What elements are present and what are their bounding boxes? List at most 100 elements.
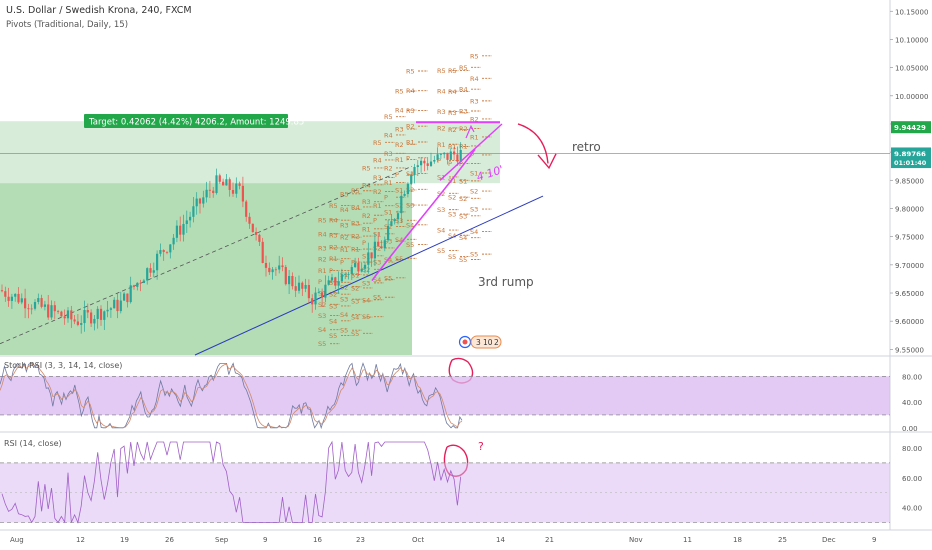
candle-body (179, 225, 182, 235)
candle-body (139, 282, 142, 284)
position-target-badge[interactable] (84, 114, 288, 128)
pivot-level-label: S5 (470, 251, 478, 259)
event-badges[interactable]: 3 10 2 (458, 335, 502, 349)
candle-body (17, 293, 20, 303)
stoch-rsi-legend[interactable]: Stoch RSI (3, 3, 14, 14, close) (4, 361, 122, 370)
magenta-curve-up (371, 148, 476, 282)
candle-body (182, 223, 185, 235)
candle-body (284, 267, 287, 285)
pivot-level-label: S3 (340, 296, 348, 304)
magenta-channel-line (439, 123, 503, 181)
pivot-level-label: S3 (318, 312, 326, 320)
candle-body (357, 262, 360, 272)
candle-body (245, 201, 248, 217)
price-tick-label: 9.80000 (895, 205, 924, 213)
candle-body (57, 311, 60, 313)
event-badge-count-1: 3 (476, 338, 481, 347)
price-tick-label: 9.60000 (895, 318, 924, 326)
candle-body (103, 311, 106, 320)
event-badge-flag-dot-icon (462, 339, 468, 345)
pivot-level-label: S1 (373, 230, 381, 238)
stoch-tick-label: 40.00 (902, 399, 922, 407)
pivot-level-label: R4 (395, 107, 404, 115)
candle-body (90, 312, 93, 324)
pivot-level-label: S4 (395, 236, 403, 244)
price-label-text: 01:01:40 (894, 159, 927, 167)
pivot-level-label: R2 (384, 164, 393, 172)
price-label-badge[interactable] (891, 156, 931, 169)
pivot-level-label: S4 (470, 228, 478, 236)
candle-body (360, 268, 363, 272)
candle-body (271, 269, 274, 273)
pivot-level-label: R5 (459, 64, 468, 72)
pivot-level-label: R5 (470, 52, 479, 60)
candle-body (228, 179, 231, 190)
pivot-level-label: R4 (470, 75, 479, 83)
candle-body (27, 308, 30, 310)
candle-body (116, 299, 119, 312)
pivot-level-label: R1 (459, 142, 468, 150)
candle-body (377, 241, 380, 247)
axis-layer[interactable]: 10.1500010.1000010.0500010.000009.950009… (10, 8, 931, 544)
pivot-level-label: R4 (448, 88, 457, 96)
candle-body (400, 195, 403, 214)
event-badge-pill[interactable] (470, 335, 502, 349)
candle-body (136, 282, 139, 287)
candle-body (185, 220, 188, 224)
candle-body (261, 241, 264, 264)
candle-body (60, 311, 63, 317)
pivot-level-label: P (448, 160, 452, 168)
pivot-level-label: R5 (329, 202, 338, 210)
pivot-level-label: R4 (318, 230, 327, 238)
annotation-retro: retro (572, 140, 601, 154)
stoch-tick-label: 0.00 (902, 425, 918, 433)
price-tick-label: 10.00000 (895, 93, 928, 101)
candle-body (235, 183, 238, 194)
candle-body (410, 175, 413, 184)
time-tick-label: Oct (412, 536, 424, 544)
pivot-level-label: S2 (470, 188, 478, 196)
candle-body (380, 246, 383, 249)
pivot-level-label: P (395, 171, 399, 179)
candle-body (443, 152, 446, 155)
trendline-layer (0, 165, 544, 356)
pivot-level-label: R1 (373, 202, 382, 210)
candle-body (10, 296, 13, 301)
price-tick-label: 9.55000 (895, 346, 924, 354)
candle-body (198, 198, 202, 204)
pivot-level-label: R5 (351, 187, 360, 195)
price-label-badge[interactable] (891, 121, 931, 134)
pivot-level-label: R4 (406, 87, 415, 95)
oscillator-layer (0, 362, 890, 524)
pivot-level-label: R3 (459, 108, 468, 116)
candle-body (264, 263, 268, 268)
candle-body (162, 250, 165, 252)
pivot-level-label: R3 (395, 126, 404, 134)
candle-body (307, 285, 310, 299)
candle-body (334, 277, 337, 286)
candle-body (304, 285, 307, 289)
stoch-k-line (0, 362, 463, 430)
pivot-level-label: S4 (340, 311, 348, 319)
candle-body (192, 206, 195, 217)
pivot-level-label: S3 (395, 217, 403, 225)
candle-body (387, 225, 390, 241)
rsi-legend[interactable]: RSI (14, close) (4, 439, 62, 448)
candle-body (149, 268, 152, 273)
candle-body (281, 265, 284, 268)
time-tick-label: 26 (165, 536, 174, 544)
price-tick-label: 10.15000 (895, 8, 928, 16)
pivot-level-label: R5 (437, 67, 446, 75)
red-arrow-head-icon (537, 153, 557, 170)
candle-body (222, 181, 225, 186)
candle-body (311, 298, 314, 305)
time-tick-label: Nov (629, 536, 643, 544)
pivot-level-label: S4 (437, 227, 445, 235)
candle-body (403, 194, 406, 196)
pivot-indicator-legend[interactable]: Pivots (Traditional, Daily, 15) (6, 20, 128, 30)
candle-body (76, 321, 79, 325)
candle-body (202, 197, 205, 204)
time-tick-label: 23 (356, 536, 365, 544)
candle-body (238, 183, 241, 186)
